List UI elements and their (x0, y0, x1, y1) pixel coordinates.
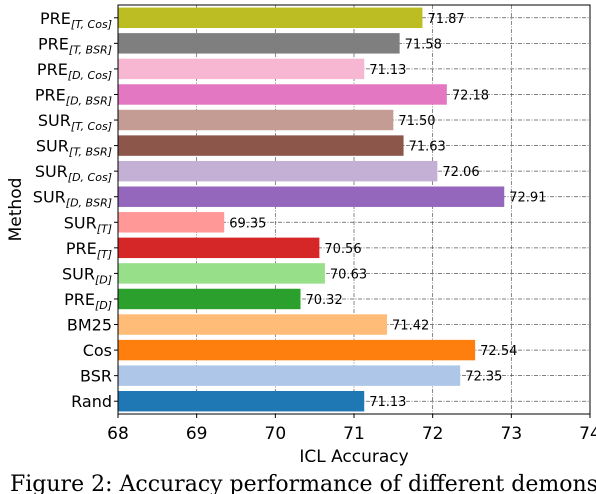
category-label-base: BM25 (67, 316, 112, 335)
value-labels: 71.87 71.58 71.13 72.18 71.50 71.63 72.06 72.91… (229, 12, 546, 410)
category-label-base: PRE (40, 9, 71, 28)
category-label: BM25 (67, 316, 112, 335)
x-tick-label: 71 (343, 424, 365, 444)
category-label-sub: [T, BSR] (69, 146, 112, 159)
value-label: 72.35 (465, 370, 502, 385)
category-label-base: PRE (35, 85, 66, 104)
x-tick-label: 72 (422, 424, 444, 444)
bar (118, 263, 325, 284)
value-label: 72.06 (442, 165, 479, 180)
bar (118, 135, 404, 156)
value-label: 72.54 (480, 344, 517, 359)
category-label: SUR[D, Cos] (35, 162, 112, 184)
value-label: 70.32 (306, 293, 343, 308)
bar (118, 84, 447, 105)
category-label: BSR (80, 367, 112, 386)
category-label: SUR[D, BSR] (33, 188, 112, 210)
value-label: 71.13 (369, 395, 406, 410)
bars (118, 7, 505, 412)
x-tick-label: 68 (107, 424, 129, 444)
bar (118, 314, 388, 335)
category-label: PRE[D, Cos] (37, 60, 112, 82)
category-label: SUR[T, Cos] (38, 111, 112, 133)
bar (118, 160, 438, 182)
category-label: SUR[T] (64, 213, 112, 235)
value-label: 71.58 (405, 37, 442, 52)
bar (118, 339, 476, 361)
category-label-sub: [D] (95, 273, 112, 286)
value-label: 70.63 (330, 267, 367, 282)
category-label: Cos (83, 341, 112, 360)
x-tick-label: 74 (579, 424, 596, 444)
category-label: PRE[T, BSR] (38, 34, 112, 56)
value-label: 69.35 (229, 216, 266, 231)
value-label: 70.56 (324, 242, 361, 257)
category-label-base: PRE (64, 290, 95, 309)
plot-frame (117, 4, 591, 415)
x-tick-label: 69 (186, 424, 208, 444)
category-label-base: PRE (38, 34, 69, 53)
category-label-sub: [T, Cos] (71, 120, 112, 133)
category-label-sub: [D, Cos] (68, 171, 112, 184)
value-label: 72.91 (509, 191, 546, 206)
bar (118, 288, 301, 310)
category-label-base: SUR (38, 111, 71, 130)
category-label: PRE[D, BSR] (35, 85, 112, 107)
category-label-sub: [T] (97, 222, 112, 235)
category-label-sub: [T, Cos] (71, 18, 112, 31)
category-label: PRE[D] (64, 290, 112, 312)
category-label-sub: [D, BSR] (66, 197, 112, 210)
bar (118, 365, 461, 386)
category-label-sub: [D] (95, 299, 112, 312)
category-label-sub: [T] (97, 248, 112, 261)
bar (118, 58, 365, 80)
x-tick-label: 73 (501, 424, 523, 444)
category-label-base: SUR (35, 162, 68, 181)
category-label-base: BSR (80, 367, 112, 386)
bar (118, 7, 423, 29)
category-label-base: PRE (66, 239, 97, 258)
value-label: 71.63 (409, 140, 446, 155)
value-label: 71.42 (392, 319, 429, 334)
x-tick-labels: 68 69 70 71 72 73 74 (107, 17, 596, 444)
x-tick-label: 70 (265, 424, 287, 444)
value-label: 71.50 (398, 114, 435, 129)
category-label-base: Rand (71, 392, 112, 411)
category-labels: PRE[T, Cos]PRE[T, BSR]PRE[D, Cos]PRE[D, … (33, 9, 112, 411)
value-label: 71.13 (369, 63, 406, 78)
x-axis-title: ICL Accuracy (299, 447, 408, 467)
category-label-sub: [D, BSR] (66, 94, 112, 107)
category-label-sub: [D, Cos] (68, 69, 112, 82)
bar (118, 237, 320, 259)
category-label: SUR[T, BSR] (36, 137, 112, 159)
category-label-base: SUR (33, 188, 66, 207)
category-label-base: SUR (62, 264, 95, 283)
category-label: PRE[T, Cos] (40, 9, 112, 31)
category-label-base: SUR (64, 213, 97, 232)
value-label: 71.87 (427, 12, 464, 27)
bar (118, 212, 225, 233)
category-label-base: SUR (36, 137, 69, 156)
category-label-base: PRE (37, 60, 68, 79)
figure-caption: Figure 2: Accuracy performance of differ… (10, 472, 596, 494)
category-label: Rand (71, 392, 112, 411)
value-label: 72.18 (452, 88, 489, 103)
bar (118, 33, 400, 54)
category-label: PRE[T] (66, 239, 112, 261)
y-axis-title: Method (6, 178, 26, 242)
category-label-base: Cos (83, 341, 112, 360)
category-label-sub: [T, BSR] (69, 43, 112, 56)
category-label: SUR[D] (62, 264, 112, 286)
bar (118, 390, 365, 412)
bar (118, 186, 505, 207)
bar (118, 109, 394, 131)
